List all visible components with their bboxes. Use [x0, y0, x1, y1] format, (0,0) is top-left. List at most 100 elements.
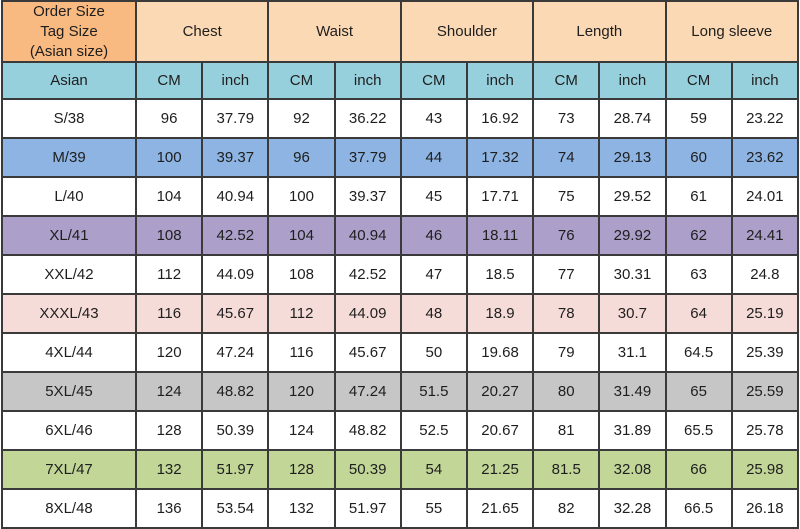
group-header-long-sleeve: Long sleeve: [664, 0, 799, 64]
size-cell: L/40: [1, 176, 137, 218]
size-header-asian: Asian: [1, 61, 137, 101]
corner-line-2: Tag Size: [40, 22, 98, 40]
value-cell: 17.32: [465, 137, 535, 179]
value-cell: 28.74: [598, 98, 667, 140]
value-cell: 75: [532, 176, 601, 218]
value-cell: 112: [134, 254, 204, 296]
value-cell: 50: [399, 332, 468, 374]
value-cell: 17.71: [465, 176, 535, 218]
value-cell: 96: [134, 98, 204, 140]
value-cell: 50.39: [201, 410, 270, 452]
table-row: M/39 100 39.37 96 37.79 44 17.32 74 29.13 60 23.62: [1, 137, 800, 179]
value-cell: 104: [134, 176, 204, 218]
value-cell: 18.11: [465, 215, 535, 257]
value-cell: 73: [532, 98, 601, 140]
value-cell: 45.67: [333, 332, 402, 374]
value-cell: 37.79: [333, 137, 402, 179]
value-cell: 104: [267, 215, 336, 257]
value-cell: 44.09: [201, 254, 270, 296]
value-cell: 55: [399, 488, 468, 529]
value-cell: 47.24: [333, 371, 402, 413]
value-cell: 51.97: [333, 488, 402, 529]
value-cell: 48.82: [201, 371, 270, 413]
unit-header-inch: inch: [730, 61, 800, 101]
value-cell: 43: [399, 98, 468, 140]
value-cell: 24.01: [730, 176, 800, 218]
value-cell: 120: [134, 332, 204, 374]
value-cell: 108: [267, 254, 336, 296]
value-cell: 23.62: [730, 137, 800, 179]
value-cell: 32.28: [598, 488, 667, 529]
size-cell: 5XL/45: [1, 371, 137, 413]
size-cell: S/38: [1, 98, 137, 140]
value-cell: 81: [532, 410, 601, 452]
value-cell: 63: [664, 254, 733, 296]
group-header-row: Order Size Tag Size (Asian size) Chest W…: [1, 0, 799, 64]
value-cell: 19.68: [465, 332, 535, 374]
value-cell: 59: [664, 98, 733, 140]
value-cell: 25.19: [730, 293, 800, 335]
value-cell: 82: [532, 488, 601, 529]
value-cell: 108: [134, 215, 204, 257]
corner-line-1: Order Size: [33, 3, 105, 20]
value-cell: 32.08: [598, 449, 667, 491]
value-cell: 31.49: [598, 371, 667, 413]
table-row: S/38 96 37.79 92 36.22 43 16.92 73 28.74 59 23.22: [1, 98, 800, 140]
size-cell: XXL/42: [1, 254, 137, 296]
value-cell: 30.7: [598, 293, 667, 335]
value-cell: 120: [267, 371, 336, 413]
value-cell: 18.9: [465, 293, 535, 335]
value-cell: 124: [267, 410, 336, 452]
value-cell: 51.97: [201, 449, 270, 491]
value-cell: 18.5: [465, 254, 535, 296]
value-cell: 21.25: [465, 449, 535, 491]
value-cell: 132: [134, 449, 204, 491]
table-row: 7XL/47 132 51.97 128 50.39 54 21.25 81.5 32.08 66…: [1, 449, 800, 491]
value-cell: 79: [532, 332, 601, 374]
value-cell: 81.5: [532, 449, 601, 491]
value-cell: 20.67: [465, 410, 535, 452]
value-cell: 40.94: [333, 215, 402, 257]
value-cell: 44: [399, 137, 468, 179]
value-cell: 52.5: [399, 410, 468, 452]
value-cell: 23.22: [730, 98, 800, 140]
value-cell: 47.24: [201, 332, 270, 374]
value-cell: 31.89: [598, 410, 667, 452]
value-cell: 37.79: [201, 98, 270, 140]
value-cell: 54: [399, 449, 468, 491]
value-cell: 124: [134, 371, 204, 413]
group-header-chest: Chest: [134, 0, 270, 64]
size-table-body: S/38 96 37.79 92 36.22 43 16.92 73 28.74 59 23.22 M…: [1, 98, 800, 529]
value-cell: 65.5: [664, 410, 733, 452]
value-cell: 25.78: [730, 410, 800, 452]
size-cell: M/39: [1, 137, 137, 179]
value-cell: 16.92: [465, 98, 535, 140]
value-cell: 76: [532, 215, 601, 257]
unit-header-inch: inch: [201, 61, 270, 101]
value-cell: 116: [134, 293, 204, 335]
value-cell: 48: [399, 293, 468, 335]
value-cell: 48.82: [333, 410, 402, 452]
value-cell: 45: [399, 176, 468, 218]
value-cell: 21.65: [465, 488, 535, 529]
value-cell: 26.18: [730, 488, 800, 529]
value-cell: 24.8: [730, 254, 800, 296]
table-row: 6XL/46 128 50.39 124 48.82 52.5 20.67 81 31.89 65…: [1, 410, 800, 452]
size-cell: 7XL/47: [1, 449, 137, 491]
value-cell: 44.09: [333, 293, 402, 335]
value-cell: 39.37: [333, 176, 402, 218]
value-cell: 100: [267, 176, 336, 218]
table-row: L/40 104 40.94 100 39.37 45 17.71 75 29.52 61 24.0…: [1, 176, 800, 218]
size-cell: 6XL/46: [1, 410, 137, 452]
value-cell: 96: [267, 137, 336, 179]
value-cell: 100: [134, 137, 204, 179]
table-row: XXXL/43 116 45.67 112 44.09 48 18.9 78 30.7 64 25.…: [1, 293, 800, 335]
unit-header-inch: inch: [465, 61, 535, 101]
value-cell: 25.98: [730, 449, 800, 491]
value-cell: 80: [532, 371, 601, 413]
value-cell: 46: [399, 215, 468, 257]
value-cell: 25.39: [730, 332, 800, 374]
value-cell: 61: [664, 176, 733, 218]
value-cell: 92: [267, 98, 336, 140]
